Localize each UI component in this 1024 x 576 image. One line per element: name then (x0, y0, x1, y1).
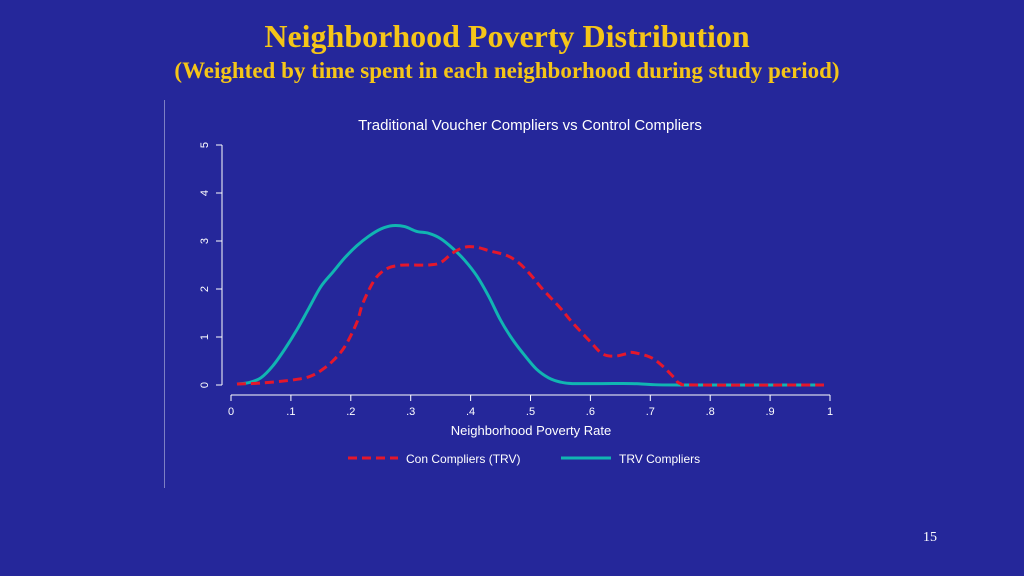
y-tick-label: 1 (199, 334, 211, 340)
x-tick-label: .6 (586, 406, 595, 418)
x-tick-label: .7 (646, 406, 655, 418)
slide-number: 15 (923, 530, 937, 545)
legend-label-trv-compliers: TRV Compliers (619, 452, 700, 466)
x-axis-label: Neighborhood Poverty Rate (451, 423, 611, 438)
x-tick-label: 1 (827, 406, 833, 418)
x-tick-label: .3 (406, 406, 415, 418)
y-tick-label: 0 (199, 382, 211, 388)
x-tick-label: .4 (466, 406, 475, 418)
x-tick-label: .9 (766, 406, 775, 418)
series-line-con-compliers (236, 245, 825, 387)
chart-title: Traditional Voucher Compliers vs Control… (358, 117, 702, 134)
x-tick-label: .2 (346, 406, 355, 418)
legend: Con Compliers (TRV) TRV Compliers (348, 452, 700, 466)
vertical-divider (164, 100, 165, 488)
x-tick-label: .5 (526, 406, 535, 418)
x-tick-label: 0 (228, 406, 234, 418)
legend-label-con-compliers: Con Compliers (TRV) (406, 452, 520, 466)
slide-subtitle: (Weighted by time spent in each neighbor… (174, 58, 840, 83)
y-tick-label: 5 (199, 142, 211, 148)
series-line-trv-compliers (236, 223, 825, 387)
y-tick-label: 4 (199, 190, 211, 196)
slide-title: Neighborhood Poverty Distribution (264, 18, 750, 54)
x-tick-label: .8 (706, 406, 715, 418)
y-tick-label: 3 (199, 238, 211, 244)
x-tick-label: .1 (286, 406, 295, 418)
y-tick-label: 2 (199, 286, 211, 292)
